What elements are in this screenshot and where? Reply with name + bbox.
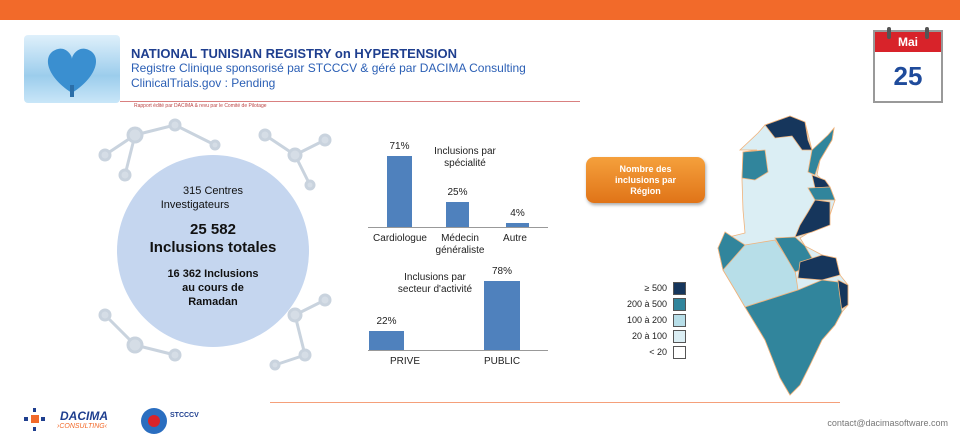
bar-prive <box>369 330 404 350</box>
header-divider <box>120 101 580 102</box>
chart1-title: Inclusions par spécialité <box>434 146 496 169</box>
registry-subtitle: Registre Clinique sponsorisé par STCCCV … <box>131 61 526 75</box>
consulting-brand: ›CONSULTING‹ <box>57 423 108 430</box>
dacima-brand: DACIMA <box>60 409 108 423</box>
dacima-logo-icon <box>24 408 45 431</box>
contact-email[interactable]: contact@dacimasoftware.com <box>827 418 948 428</box>
chart2-axis <box>368 350 548 351</box>
stcccv-brand: STCCCV <box>170 412 199 419</box>
centres-label: Investigateurs <box>160 199 230 211</box>
legend-swatch <box>673 282 686 295</box>
report-note: Rapport édité par DACIMA & revu par le C… <box>134 103 267 109</box>
bar-medecin-generaliste <box>446 202 469 227</box>
bar-cardiologue <box>387 156 412 227</box>
calendar-icon: Mai 25 <box>873 27 943 103</box>
label-medecin-value: 25% <box>447 187 468 198</box>
legend-swatch <box>673 298 686 311</box>
region-sfax <box>794 199 831 238</box>
chart1-axis <box>368 227 548 228</box>
legend-swatch <box>673 330 686 343</box>
footer-divider <box>270 402 840 403</box>
tick-autre: Autre <box>503 233 527 244</box>
calendar-day: 25 <box>893 61 923 91</box>
legend-label: ≥ 500 <box>644 283 667 293</box>
centres-count: 315 Centres <box>183 185 243 197</box>
label-autre-value: 4% <box>510 208 525 219</box>
heart-tree-logo <box>24 35 120 103</box>
label-cardiologue-value: 71% <box>389 141 410 152</box>
chart2-title: Inclusions par secteur d'activité <box>397 272 473 295</box>
registry-title: NATIONAL TUNISIAN REGISTRY on HYPERTENSI… <box>131 46 457 61</box>
total-inclusions-label: Inclusions totales <box>149 239 277 256</box>
stcccv-logo-icon <box>141 408 167 434</box>
calendar-month: Mai <box>875 32 941 52</box>
summary-circle: 315 Centres Investigateurs 25 582 Inclus… <box>117 155 309 347</box>
top-bar <box>0 0 960 20</box>
region-gabes <box>797 254 841 281</box>
region-tataouine <box>744 279 843 396</box>
legend-swatch <box>673 346 686 359</box>
label-prive-value: 22% <box>376 315 397 327</box>
ramadan-label-1: au cours de <box>182 282 244 294</box>
molecule-network-decoration <box>98 118 332 371</box>
total-inclusions: 25 582 <box>190 221 236 238</box>
inclusions-by-region-button[interactable]: Nombre des inclusions par Région <box>586 157 705 203</box>
tick-medecin-generaliste: Médecin généraliste <box>435 233 485 256</box>
legend-label: 100 à 200 <box>626 315 667 325</box>
region-mahdia <box>807 186 836 201</box>
legend-label: 200 à 500 <box>626 299 667 309</box>
tick-prive: PRIVE <box>389 356 420 367</box>
label-public-value: 78% <box>491 266 512 278</box>
legend-label: < 20 <box>649 347 667 357</box>
tick-cardiologue: Cardiologue <box>373 233 427 244</box>
clinicaltrials-status: ClinicalTrials.gov : Pending <box>131 76 276 90</box>
region-jendouba <box>741 149 769 181</box>
legend-swatch <box>673 314 686 327</box>
legend-label: 20 à 100 <box>631 331 667 341</box>
region-kebili <box>722 239 799 308</box>
tick-public: PUBLIC <box>483 356 521 367</box>
ramadan-inclusions: 16 362 Inclusions <box>167 268 259 280</box>
dacima-logo <box>24 408 46 437</box>
bar-autre <box>506 223 529 227</box>
bar-public <box>484 281 520 350</box>
region-nabeul <box>807 126 835 176</box>
region-sousse <box>811 174 831 189</box>
ramadan-label-2: Ramadan <box>188 296 238 308</box>
